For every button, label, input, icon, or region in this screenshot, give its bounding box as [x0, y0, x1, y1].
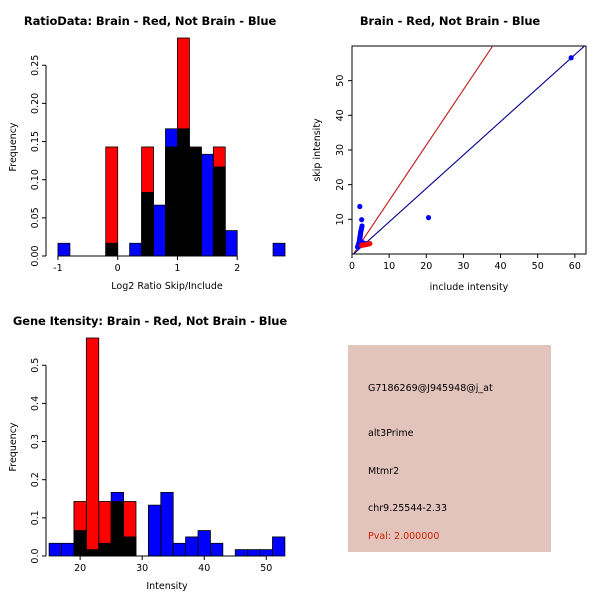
- gene-info-box: G7186269@J945948@j_at alt3Prime Mtmr2 ch…: [348, 345, 551, 552]
- scatter-point: [359, 217, 365, 223]
- histogram-bar: [272, 242, 286, 257]
- scatter-plot-title: Brain - Red, Not Brain - Blue: [359, 14, 541, 28]
- ratio-histogram-chart: -1 0 1 2 0.00 0.05 0.10 0.15 0.20 0.25 Log2 Ratio …: [8, 37, 286, 292]
- histogram-bars: [57, 37, 286, 257]
- histogram-bar: [147, 504, 162, 557]
- histogram-bar: [212, 166, 226, 257]
- histogram-bar: [224, 230, 238, 257]
- ratio-histogram-panel: RatioData: Brain - Red, Not Brain - Blue…: [0, 0, 300, 300]
- info-probe-id: G7186269@J945948@j_at: [368, 383, 493, 394]
- scatter-point: [425, 215, 432, 221]
- scatter-point: [367, 241, 373, 247]
- y-tick-label: 0.4: [30, 396, 41, 411]
- x-tick-label: 40: [198, 563, 210, 574]
- ratio-histogram-title: RatioData: Brain - Red, Not Brain - Blue: [23, 14, 277, 28]
- x-tick-label: 50: [532, 261, 544, 272]
- histogram-bar: [110, 492, 124, 557]
- y-tick-label: 50: [335, 75, 346, 87]
- x-tick-label: 0: [349, 261, 355, 272]
- gene-info-panel: G7186269@J945948@j_at alt3Prime Mtmr2 ch…: [300, 300, 600, 600]
- y-tick-label: 0.20: [30, 93, 41, 114]
- x-tick-label: 20: [74, 563, 86, 574]
- y-tick-label: 10: [335, 213, 346, 225]
- histogram-bar: [73, 530, 87, 557]
- histogram-bar: [165, 128, 178, 257]
- x-tick-label: 30: [136, 563, 148, 574]
- y-tick-label: 0.10: [30, 169, 41, 190]
- y-axis-label: Frequency: [8, 422, 19, 471]
- gene-intensity-histogram-panel: Gene Itensity: Brain - Red, Not Brain - …: [0, 300, 300, 600]
- histogram-bar: [189, 147, 202, 257]
- histogram-bar: [57, 242, 71, 257]
- histogram-bar: [85, 549, 100, 557]
- x-tick-label: 10: [383, 261, 395, 272]
- x-axis-label: Log2 Ratio Skip/Include: [111, 281, 223, 292]
- y-tick-label: 30: [335, 144, 346, 156]
- regression-line: [352, 46, 586, 254]
- x-tick-label: 0: [115, 263, 121, 274]
- x-tick-label: 60: [569, 261, 581, 272]
- plot-inner: [352, 46, 586, 254]
- histogram-bar: [197, 530, 211, 557]
- histogram-bar: [48, 542, 62, 557]
- histogram-bar: [98, 542, 112, 557]
- gene-intensity-histogram-chart: 20 30 40 50 0.0 0.1 0.2 0.3 0.4 0.5 Intensity Frequ…: [8, 337, 286, 592]
- gene-intensity-histogram-title: Gene Itensity: Brain - Red, Not Brain - …: [12, 314, 288, 328]
- y-tick-label: 0.2: [30, 472, 41, 487]
- y-tick-label: 0.0: [30, 548, 41, 563]
- x-tick-label: 50: [260, 563, 272, 574]
- y-tick-label: 0.5: [30, 358, 41, 373]
- y-axis-label: skip intensity: [312, 118, 323, 182]
- histogram-bar: [247, 549, 261, 557]
- histogram-bars: [48, 337, 286, 557]
- histogram-bar: [160, 492, 174, 557]
- y-tick-label: 0.00: [30, 245, 41, 266]
- regression-line: [352, 46, 494, 254]
- scatter-point: [568, 55, 574, 61]
- info-pval: Pval: 2.000000: [368, 531, 440, 542]
- histogram-bar: [153, 204, 166, 257]
- y-tick-label: 0.3: [30, 434, 41, 449]
- histogram-bar: [210, 542, 224, 557]
- y-tick-label: 0.25: [30, 55, 41, 76]
- x-axis-label: include intensity: [430, 282, 509, 293]
- x-tick-label: 20: [420, 261, 432, 272]
- x-tick-label: 2: [234, 263, 240, 274]
- histogram-bar: [259, 549, 273, 557]
- info-gene-symbol: Mtmr2: [368, 466, 400, 477]
- histogram-bar: [123, 536, 137, 557]
- histogram-bar: [61, 542, 75, 557]
- x-tick-label: 30: [457, 261, 469, 272]
- y-tick-label: 20: [335, 179, 346, 191]
- x-axis-label: Intensity: [146, 581, 188, 592]
- info-event-type: alt3Prime: [368, 428, 414, 439]
- y-tick-label: 40: [335, 109, 346, 121]
- scatter-point: [357, 203, 363, 210]
- scatter-plot-chart: 0 10 20 30 40 50 60 10 20 30 40 50 include intensity…: [312, 45, 587, 293]
- histogram-bar: [105, 146, 119, 257]
- histogram-bar: [234, 549, 249, 557]
- histogram-bar: [172, 542, 187, 557]
- histogram-bar: [141, 192, 154, 257]
- scatter-point: [359, 223, 365, 229]
- y-axis-label: Frequency: [8, 122, 19, 171]
- y-tick-label: 0.15: [30, 131, 41, 152]
- x-tick-label: 40: [495, 261, 507, 272]
- x-tick-label: 1: [174, 263, 180, 274]
- histogram-bar: [272, 536, 286, 557]
- histogram-bar: [105, 242, 119, 257]
- histogram-bar: [177, 128, 190, 257]
- histogram-bar: [185, 536, 199, 557]
- x-tick-label: -1: [53, 263, 62, 274]
- y-tick-label: 0.1: [30, 510, 41, 525]
- histogram-bar: [129, 242, 143, 257]
- histogram-bar: [200, 153, 214, 257]
- scatter-plot-panel: Brain - Red, Not Brain - Blue 0 10 20 30 40 5…: [300, 0, 600, 300]
- histogram-bar: [85, 337, 100, 557]
- info-locus: chr9.25544-2.33: [368, 503, 448, 514]
- scatter-point: [360, 242, 366, 248]
- y-tick-label: 0.05: [30, 207, 41, 228]
